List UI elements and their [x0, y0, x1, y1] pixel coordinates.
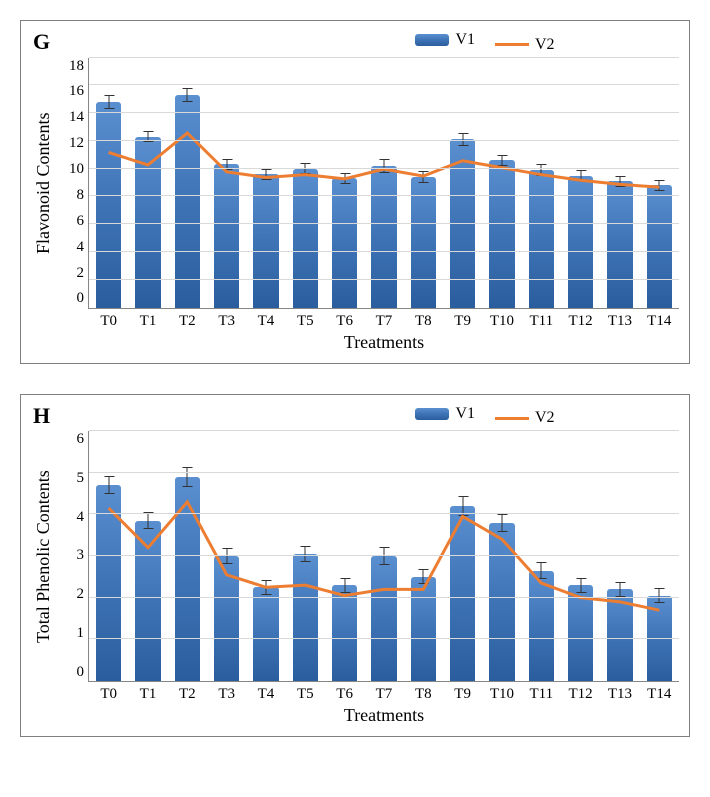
plot-wrap-h: Total Phenolic Contents 6 5 4 3 2 1 0	[31, 431, 679, 682]
plot-wrap-g: Flavonoid Contents 18 16 14 12 10 8 6 4 2 0	[31, 58, 679, 309]
x-tick: T7	[364, 313, 403, 330]
x-tick: T4	[246, 686, 285, 703]
x-tick: T1	[128, 686, 167, 703]
grid-line	[89, 555, 679, 556]
y-tick: 6	[77, 213, 85, 230]
grid-line	[89, 195, 679, 196]
legend-g: V1 V2	[31, 31, 679, 54]
y-tick: 0	[77, 290, 85, 307]
x-tick: T6	[325, 313, 364, 330]
panel-h: H V1 V2 Total Phenolic Contents 6543210 …	[20, 394, 690, 738]
legend-bar-swatch	[415, 34, 449, 46]
x-axis-ticks-g: T0T1T2T3T4T5T6T7T8T9T10T11T12T13T14	[89, 313, 679, 330]
legend-item-v2: V2	[495, 36, 555, 54]
x-tick: T2	[168, 313, 207, 330]
y-tick: 6	[77, 431, 85, 448]
x-tick: T4	[246, 313, 285, 330]
y-tick: 4	[77, 509, 85, 526]
x-tick: T11	[522, 313, 561, 330]
x-tick: T1	[128, 313, 167, 330]
x-tick: T8	[404, 686, 443, 703]
y-tick: 3	[77, 547, 85, 564]
grid-line	[89, 472, 679, 473]
y-axis-label-h: Total Phenolic Contents	[31, 431, 56, 682]
grid-line	[89, 57, 679, 58]
y-axis-label-g: Flavonoid Contents	[31, 58, 56, 309]
grid-line	[89, 251, 679, 252]
x-tick: T14	[640, 313, 679, 330]
legend-item-v1: V1	[415, 31, 475, 49]
y-tick: 8	[77, 187, 85, 204]
y-tick: 5	[77, 470, 85, 487]
grid-line	[89, 638, 679, 639]
legend-h: V1 V2	[31, 405, 679, 428]
x-tick: T2	[168, 686, 207, 703]
x-tick: T7	[364, 686, 403, 703]
x-tick: T13	[600, 313, 639, 330]
x-tick: T12	[561, 313, 600, 330]
x-tick: T9	[443, 686, 482, 703]
grid-line	[89, 279, 679, 280]
x-tick: T3	[207, 313, 246, 330]
grid-line	[89, 223, 679, 224]
line-overlay-g	[89, 58, 679, 308]
grid-line	[89, 513, 679, 514]
x-axis-label-g: Treatments	[89, 332, 679, 353]
x-tick: T5	[286, 313, 325, 330]
x-tick: T10	[482, 313, 521, 330]
panel-label-g: G	[33, 29, 50, 55]
y-tick: 16	[69, 83, 84, 100]
grid-line	[89, 84, 679, 85]
x-tick: T6	[325, 686, 364, 703]
x-tick: T0	[89, 313, 128, 330]
legend-label-v2-h: V2	[535, 409, 555, 427]
plot-area-h	[88, 431, 679, 682]
panel-g: G V1 V2 Flavonoid Contents 18 16 14 12 10 8 6 4…	[20, 20, 690, 364]
y-tick: 10	[69, 161, 84, 178]
panel-label-h: H	[33, 403, 50, 429]
y-tick: 4	[77, 239, 85, 256]
x-tick: T5	[286, 686, 325, 703]
line-overlay-h	[89, 431, 679, 681]
x-axis-label-h: Treatments	[89, 705, 679, 726]
legend-bar-swatch	[415, 408, 449, 420]
x-tick: T14	[640, 686, 679, 703]
legend-label-v1: V1	[455, 31, 475, 49]
grid-line	[89, 112, 679, 113]
y-axis-ticks-h: 6 5 4 3 2 1 0	[56, 431, 88, 681]
grid-line	[89, 597, 679, 598]
legend-item-v1-h: V1	[415, 405, 475, 423]
x-tick: T10	[482, 686, 521, 703]
y-tick: 1	[77, 625, 85, 642]
y-tick: 0	[77, 664, 85, 681]
line-series	[109, 502, 660, 610]
y-tick: 2	[77, 586, 85, 603]
grid-line	[89, 168, 679, 169]
grid-line	[89, 140, 679, 141]
legend-label-v2: V2	[535, 36, 555, 54]
legend-line-swatch	[495, 417, 529, 420]
y-tick: 12	[69, 135, 84, 152]
x-tick: T0	[89, 686, 128, 703]
legend-line-swatch	[495, 43, 529, 46]
x-tick: T11	[522, 686, 561, 703]
x-tick: T12	[561, 686, 600, 703]
x-tick: T13	[600, 686, 639, 703]
legend-label-v1-h: V1	[455, 405, 475, 423]
y-tick: 18	[69, 58, 84, 75]
y-tick: 2	[77, 265, 85, 282]
grid-line	[89, 430, 679, 431]
legend-item-v2-h: V2	[495, 409, 555, 427]
y-axis-ticks-g: 18 16 14 12 10 8 6 4 2 0	[56, 58, 88, 308]
x-tick: T3	[207, 686, 246, 703]
plot-area-g	[88, 58, 679, 309]
x-axis-ticks-h: T0T1T2T3T4T5T6T7T8T9T10T11T12T13T14	[89, 686, 679, 703]
x-tick: T9	[443, 313, 482, 330]
x-tick: T8	[404, 313, 443, 330]
y-tick: 14	[69, 109, 84, 126]
